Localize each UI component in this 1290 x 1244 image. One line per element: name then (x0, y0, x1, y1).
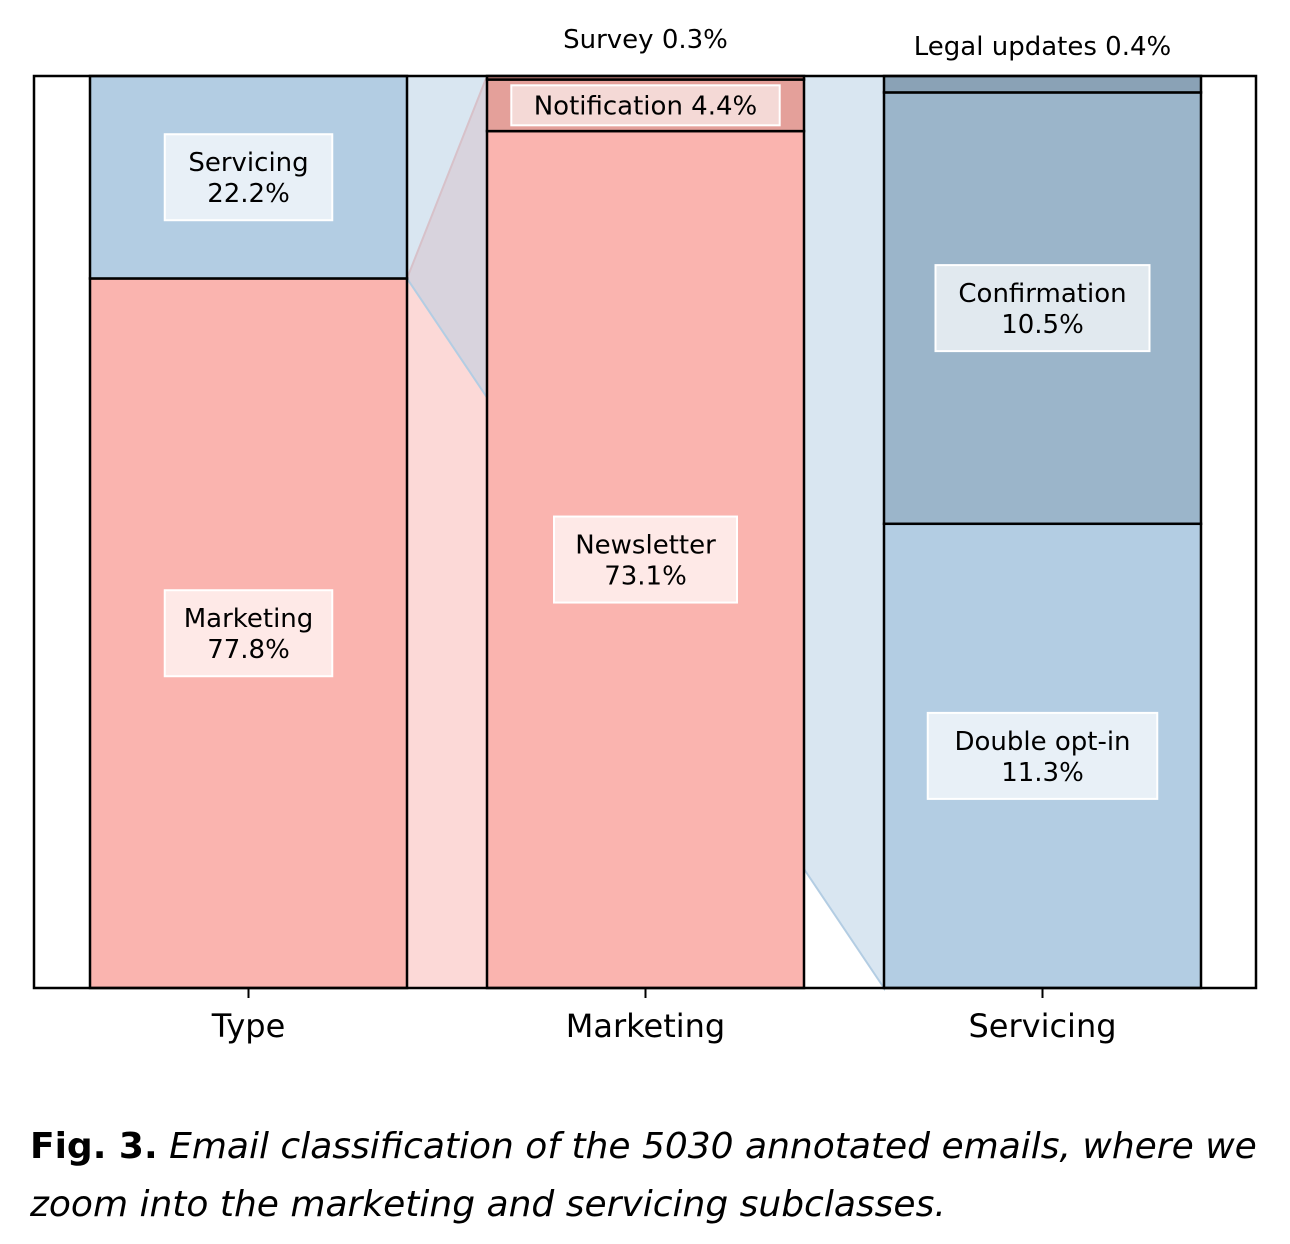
label-double-opt-in: Double opt-in (954, 727, 1130, 757)
label-confirmation: Confirmation (958, 279, 1126, 309)
zoom-link-servicing-right (803, 75, 885, 992)
label-newsletter: Newsletter (575, 531, 716, 561)
label-value-newsletter: 73.1% (604, 562, 687, 592)
label-legal-updates: Legal updates 0.4% (914, 32, 1171, 62)
chart: Type Marketing Servicing Marketing77.8%Ser… (32, 25, 1258, 1045)
x-tick-label-type: Type (211, 1007, 286, 1045)
label-box-double-opt-in (926, 711, 1159, 800)
zoom-links (406, 75, 885, 992)
caption-text: Email classification of the 5030 annotat… (30, 1126, 1257, 1225)
segment-legal-updates (882, 74, 1203, 94)
label-value-servicing: 22.2% (207, 179, 290, 209)
label-survey: Survey 0.3% (563, 25, 728, 55)
label-servicing: Servicing (188, 148, 308, 178)
caption-figure-number: Fig. 3. (30, 1126, 158, 1167)
label-box-servicing (163, 133, 334, 222)
x-axis: Type Marketing Servicing (211, 988, 1117, 1045)
x-tick-label-servicing: Servicing (968, 1007, 1116, 1045)
x-tick-label-marketing: Marketing (566, 1007, 725, 1045)
label-value-double-opt-in: 11.3% (1001, 758, 1084, 788)
label-box-confirmation (934, 264, 1151, 353)
label-box-notification (510, 84, 781, 127)
label-value-confirmation: 10.5% (1001, 310, 1084, 340)
figure-caption: Fig. 3. Email classification of the 5030… (30, 1118, 1270, 1234)
label-marketing: Marketing (184, 604, 314, 634)
label-box-marketing (163, 589, 334, 678)
label-notification: Notification 4.4% (534, 91, 758, 121)
label-value-marketing: 77.8% (207, 635, 290, 665)
label-box-newsletter (553, 515, 738, 604)
